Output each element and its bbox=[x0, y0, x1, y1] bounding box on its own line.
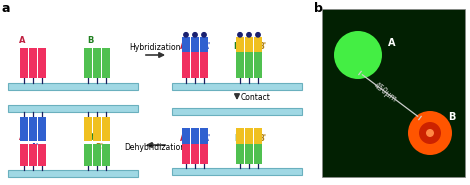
Bar bbox=[191, 37, 199, 52]
Text: A': A' bbox=[31, 143, 39, 152]
Bar bbox=[172, 108, 302, 115]
Circle shape bbox=[247, 33, 251, 37]
Bar bbox=[200, 37, 208, 52]
Text: B: B bbox=[234, 134, 240, 143]
Text: A: A bbox=[180, 42, 186, 51]
Bar bbox=[236, 37, 244, 52]
Bar bbox=[172, 83, 302, 90]
Text: B': B' bbox=[95, 143, 103, 152]
Text: B: B bbox=[448, 112, 455, 122]
Circle shape bbox=[193, 33, 197, 37]
Bar bbox=[200, 128, 208, 144]
Bar bbox=[191, 128, 199, 144]
Bar bbox=[84, 117, 92, 141]
Bar bbox=[29, 48, 37, 78]
Bar bbox=[38, 117, 46, 141]
Text: A': A' bbox=[203, 134, 211, 143]
Bar bbox=[236, 128, 244, 144]
Bar bbox=[236, 52, 244, 78]
Text: A': A' bbox=[203, 42, 211, 51]
Bar bbox=[191, 52, 199, 78]
Bar bbox=[254, 37, 262, 52]
Bar bbox=[254, 52, 262, 78]
Text: A: A bbox=[180, 134, 186, 143]
Text: Hybridization: Hybridization bbox=[129, 43, 181, 52]
Bar bbox=[102, 117, 110, 141]
Text: A: A bbox=[19, 36, 25, 45]
Bar bbox=[254, 144, 262, 164]
Text: A: A bbox=[388, 38, 395, 48]
Text: Contact: Contact bbox=[241, 93, 271, 102]
Bar bbox=[322, 9, 465, 177]
Bar bbox=[93, 144, 101, 166]
Text: B: B bbox=[233, 42, 239, 51]
Bar bbox=[29, 144, 37, 166]
Circle shape bbox=[426, 129, 434, 137]
Bar bbox=[102, 48, 110, 78]
Bar bbox=[38, 144, 46, 166]
Bar bbox=[29, 117, 37, 141]
Bar bbox=[172, 168, 302, 175]
Bar bbox=[200, 144, 208, 164]
Bar bbox=[254, 128, 262, 144]
Bar bbox=[245, 144, 253, 164]
Text: A: A bbox=[19, 133, 25, 142]
Circle shape bbox=[184, 33, 188, 37]
Circle shape bbox=[408, 111, 452, 155]
Bar bbox=[8, 170, 138, 177]
Bar bbox=[191, 144, 199, 164]
Text: B: B bbox=[87, 133, 93, 142]
Text: 450μm: 450μm bbox=[372, 81, 399, 104]
Text: B': B' bbox=[258, 42, 266, 51]
Circle shape bbox=[334, 31, 382, 79]
Circle shape bbox=[419, 122, 441, 144]
Bar bbox=[182, 52, 190, 78]
Bar bbox=[84, 144, 92, 166]
Bar bbox=[182, 128, 190, 144]
Circle shape bbox=[256, 33, 260, 37]
Bar bbox=[200, 52, 208, 78]
Bar bbox=[8, 105, 138, 112]
Bar bbox=[20, 144, 28, 166]
Bar bbox=[84, 48, 92, 78]
Text: b: b bbox=[314, 2, 323, 15]
Bar bbox=[182, 144, 190, 164]
Text: Dehybridization: Dehybridization bbox=[125, 143, 186, 152]
Bar bbox=[8, 83, 138, 90]
Text: B: B bbox=[87, 36, 93, 45]
Bar bbox=[93, 48, 101, 78]
Bar bbox=[245, 52, 253, 78]
Circle shape bbox=[202, 33, 206, 37]
Bar bbox=[236, 144, 244, 164]
Text: a: a bbox=[2, 2, 10, 15]
Bar bbox=[20, 48, 28, 78]
Circle shape bbox=[238, 33, 242, 37]
Bar bbox=[102, 144, 110, 166]
Bar bbox=[20, 117, 28, 141]
Bar bbox=[93, 117, 101, 141]
Bar bbox=[182, 37, 190, 52]
Text: B': B' bbox=[258, 134, 266, 143]
Bar bbox=[38, 48, 46, 78]
Bar bbox=[245, 128, 253, 144]
Bar bbox=[245, 37, 253, 52]
